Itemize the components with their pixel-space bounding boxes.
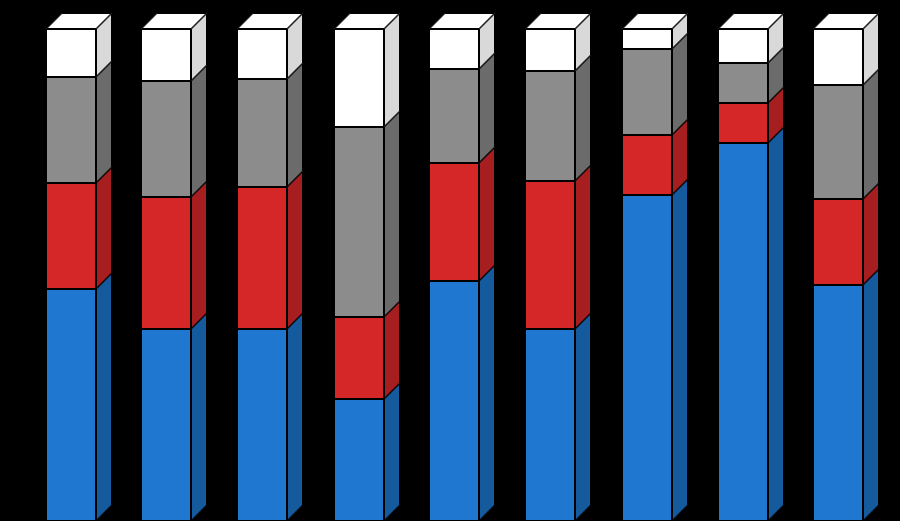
bar-6-gray-side [575,55,591,181]
bar-3-gray-side [287,63,303,187]
bar-4-red-side [384,301,400,399]
bar-6 [525,13,591,521]
bar-6-blue-side [575,313,591,521]
chart-stage [0,0,900,521]
bar-1 [46,13,112,521]
bar-2-red-side [191,181,207,329]
bar-4-gray-side [384,111,400,317]
bar-1-red-side [96,167,112,289]
bar-4 [334,13,400,521]
bar-3 [237,13,303,521]
bar-1-gray-front [46,77,96,183]
bar-1-white-front [46,29,96,77]
bar-5-white-front [429,29,479,69]
bar-8-white-front [718,29,768,63]
bar-9-white-front [813,29,863,85]
bar-6-red-side [575,165,591,329]
bar-6-red-front [525,181,575,329]
bar-8 [718,13,784,521]
bar-4-blue-front [334,399,384,521]
bar-7 [622,13,688,521]
bar-3-white-front [237,29,287,79]
bar-3-blue-side [287,313,303,521]
bar-5-red-side [479,147,495,281]
bar-6-white-front [525,29,575,71]
bar-2-white-front [141,29,191,81]
bar-2 [141,13,207,521]
bar-1-red-front [46,183,96,289]
bar-1-blue-front [46,289,96,521]
bar-6-gray-front [525,71,575,181]
bar-4-blue-side [384,383,400,521]
bar-9-gray-front [813,85,863,199]
bar-2-blue-side [191,313,207,521]
bar-8-gray-front [718,63,768,103]
bar-2-gray-side [191,65,207,197]
bar-3-blue-front [237,329,287,521]
bar-6-blue-front [525,329,575,521]
bar-7-white-front [622,29,672,49]
bar-7-gray-side [672,33,688,135]
bar-9-blue-front [813,285,863,521]
bar-3-red-side [287,171,303,329]
bar-9-red-side [863,183,879,285]
bar-5-blue-front [429,281,479,521]
bar-5 [429,13,495,521]
bar-2-red-front [141,197,191,329]
bar-3-gray-front [237,79,287,187]
bar-7-blue-front [622,195,672,521]
bar-5-red-front [429,163,479,281]
bar-9-red-front [813,199,863,285]
bar-4-red-front [334,317,384,399]
bar-2-blue-front [141,329,191,521]
bar-7-gray-front [622,49,672,135]
bar-3-red-front [237,187,287,329]
bar-1-gray-side [96,61,112,183]
bar-5-blue-side [479,265,495,521]
bar-5-gray-front [429,69,479,163]
bar-4-gray-front [334,127,384,317]
bar-7-blue-side [672,179,688,521]
bar-2-gray-front [141,81,191,197]
bar-5-gray-side [479,53,495,163]
bar-9-gray-side [863,69,879,199]
bar-1-blue-side [96,273,112,521]
bar-8-red-front [718,103,768,143]
bar-7-red-front [622,135,672,195]
bar-9 [813,13,879,521]
bar-8-blue-front [718,143,768,521]
bar-8-blue-side [768,127,784,521]
bar-4-white-side [384,13,400,127]
bar-9-blue-side [863,269,879,521]
bar-4-white-front [334,29,384,127]
